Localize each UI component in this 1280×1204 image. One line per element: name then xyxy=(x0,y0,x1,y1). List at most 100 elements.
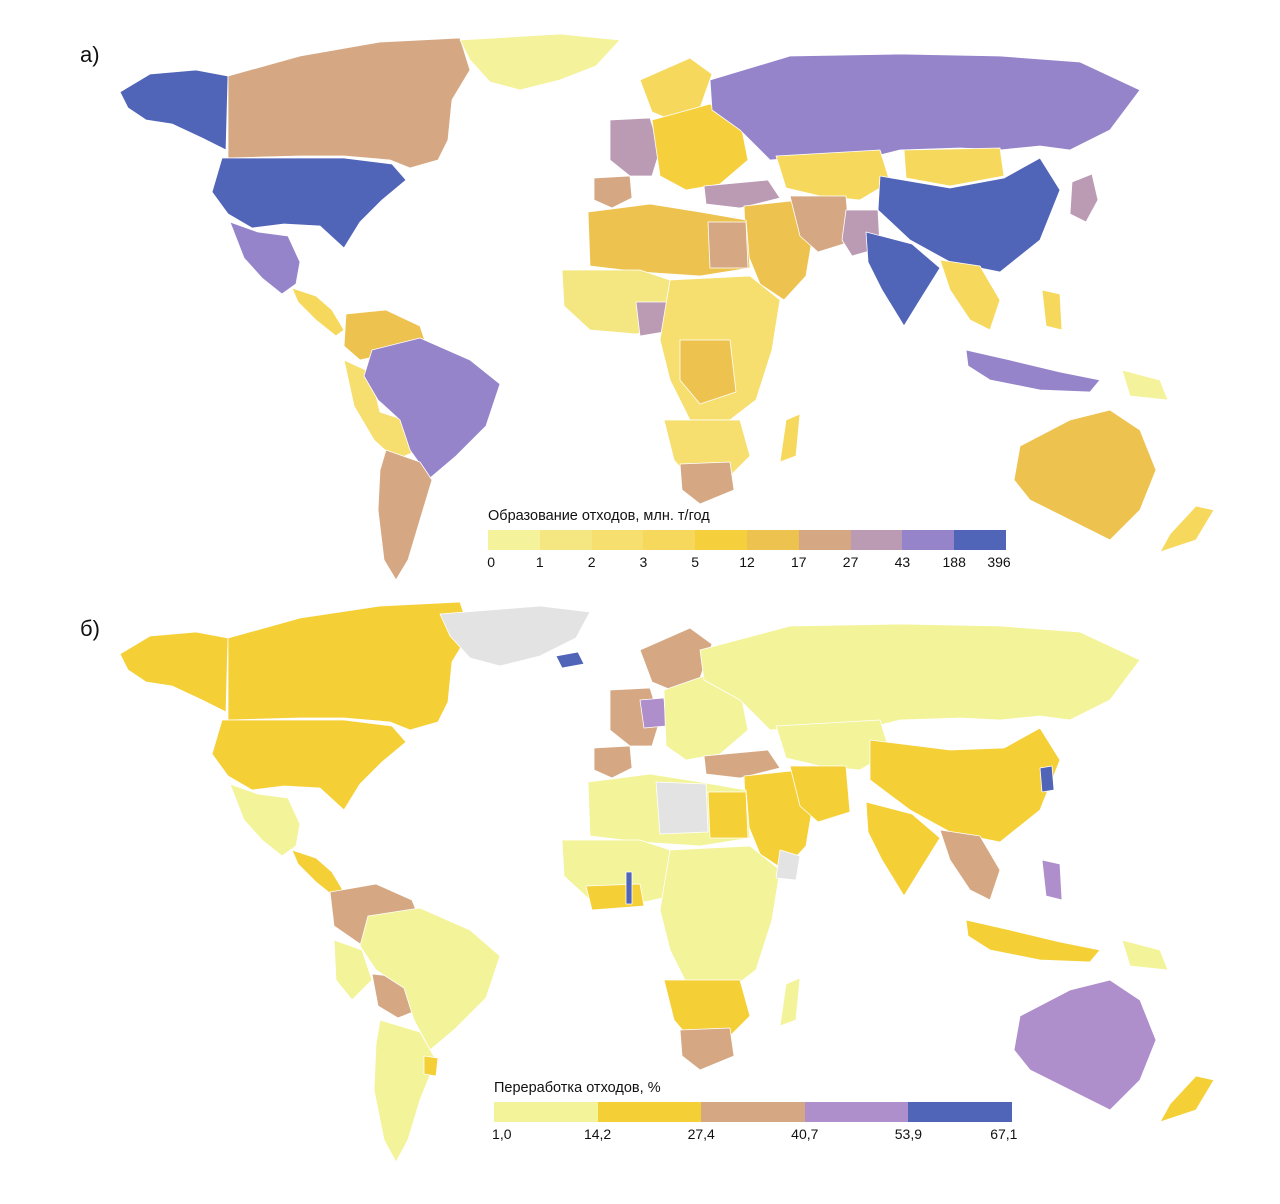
region-turkey xyxy=(703,749,781,779)
region-china xyxy=(877,157,1061,273)
region-central-asia xyxy=(775,149,891,201)
panel-label-a: а) xyxy=(80,42,100,67)
region-uruguay xyxy=(423,1055,439,1077)
region-egypt xyxy=(707,791,749,839)
region-india xyxy=(865,231,941,327)
region-canada xyxy=(227,37,471,169)
region-argentina xyxy=(377,449,433,581)
legend-swatch-5 xyxy=(695,530,747,550)
legend-tick-label: 14,2 xyxy=(583,1126,612,1142)
region-australia xyxy=(1013,979,1157,1111)
legend-swatch-4 xyxy=(643,530,696,550)
region-iran xyxy=(789,195,851,253)
region-russia xyxy=(699,623,1141,731)
legend-swatch-8 xyxy=(850,530,903,550)
region-china xyxy=(869,727,1061,843)
legend-tick-label: 17 xyxy=(791,554,807,570)
world-map-a xyxy=(119,33,1215,581)
region-new-guinea xyxy=(1121,369,1169,401)
region-southeast-asia xyxy=(939,829,1001,901)
region-indonesia xyxy=(965,919,1101,963)
region-usa xyxy=(211,719,407,811)
region-gulf-of-guinea xyxy=(585,883,645,911)
waste-generation-map-panel: а) xyxy=(0,0,1280,600)
region-southeast-asia xyxy=(939,259,1001,331)
region-mexico xyxy=(229,783,301,857)
legend-ticks-a: 0 1 2 3 5 12 17 27 43 188 396 xyxy=(487,554,1010,572)
legend-tick-label: 40,7 xyxy=(791,1126,819,1142)
region-iberia xyxy=(593,745,633,779)
region-togo xyxy=(625,871,633,905)
legend-tick-label: 3 xyxy=(639,554,648,570)
legend-tick-label: 53,9 xyxy=(894,1126,923,1142)
legend-tick-label: 1,0 xyxy=(492,1126,512,1142)
region-iran xyxy=(789,765,851,823)
region-western-europe xyxy=(609,117,661,177)
region-greenland xyxy=(459,33,621,91)
legend-tick-label: 12 xyxy=(739,554,755,570)
region-somalia xyxy=(775,849,801,881)
legend-tick-label: 27,4 xyxy=(687,1126,715,1142)
legend-title-b: Переработка отходов, % xyxy=(494,1080,661,1096)
region-south-africa xyxy=(679,461,735,505)
world-map-b xyxy=(119,601,1215,1163)
legend-color-scale-a xyxy=(488,530,1006,550)
region-madagascar xyxy=(779,413,801,463)
legend-swatch-10 xyxy=(954,530,1006,550)
legend-tick-label: 0 xyxy=(487,554,496,570)
region-brazil xyxy=(359,907,501,1051)
region-philippines xyxy=(1041,859,1063,901)
region-egypt xyxy=(707,221,749,269)
region-mongolia xyxy=(903,147,1005,187)
region-russia xyxy=(709,53,1141,161)
legend-swatch-4 xyxy=(804,1102,909,1122)
legend-ticks-b: 1,0 14,2 27,4 40,7 53,9 67,1 xyxy=(492,1126,1017,1144)
region-new-zealand xyxy=(1159,505,1215,553)
region-indonesia xyxy=(965,349,1101,393)
region-alaska xyxy=(119,631,229,713)
region-australia xyxy=(1013,409,1157,541)
region-japan xyxy=(1069,173,1099,223)
legend-tick-label: 43 xyxy=(894,554,911,570)
legend-swatch-1 xyxy=(488,530,540,550)
legend-tick-label: 27 xyxy=(842,554,859,570)
legend-swatch-1 xyxy=(494,1102,598,1122)
legend-title-a: Образование отходов, млн. т/год xyxy=(488,508,710,524)
legend-color-scale-b xyxy=(494,1102,1012,1122)
legend-tick-label: 396 xyxy=(987,554,1011,570)
region-brazil xyxy=(363,337,501,479)
legend-swatch-2 xyxy=(597,1102,702,1122)
legend-tick-label: 5 xyxy=(691,554,700,570)
legend-tick-label: 2 xyxy=(587,554,596,570)
region-central-asia xyxy=(775,719,891,771)
region-central-east-africa xyxy=(659,845,781,991)
legend-waste-generation: Образование отходов, млн. т/год 0 1 2 3 5 12 1… xyxy=(487,508,1010,572)
region-peru xyxy=(333,939,373,1001)
region-philippines xyxy=(1041,289,1063,331)
region-greenland xyxy=(439,605,591,667)
region-alaska xyxy=(119,69,229,151)
region-india xyxy=(865,801,941,897)
legend-tick-label: 67,1 xyxy=(990,1126,1018,1142)
legend-swatch-3 xyxy=(701,1102,805,1122)
region-libya xyxy=(655,781,709,835)
region-madagascar xyxy=(779,977,801,1027)
region-canada xyxy=(227,601,471,731)
legend-tick-label: 1 xyxy=(535,554,544,570)
region-argentina xyxy=(373,1019,437,1163)
legend-waste-recycling: Переработка отходов, % 1,0 14,2 27,4 40,7 53… xyxy=(492,1080,1017,1144)
region-central-america xyxy=(291,287,345,337)
region-turkey xyxy=(703,179,781,209)
region-usa xyxy=(211,157,407,249)
legend-tick-label: 188 xyxy=(942,554,966,570)
region-iceland xyxy=(555,651,585,669)
legend-swatch-9 xyxy=(902,530,955,550)
region-mexico xyxy=(229,221,301,295)
legend-swatch-7 xyxy=(798,530,851,550)
region-drc xyxy=(679,339,737,405)
region-new-zealand xyxy=(1159,1075,1215,1123)
legend-swatch-3 xyxy=(591,530,644,550)
region-germany xyxy=(639,697,667,729)
region-korea xyxy=(1039,765,1055,793)
region-new-guinea xyxy=(1121,939,1169,971)
